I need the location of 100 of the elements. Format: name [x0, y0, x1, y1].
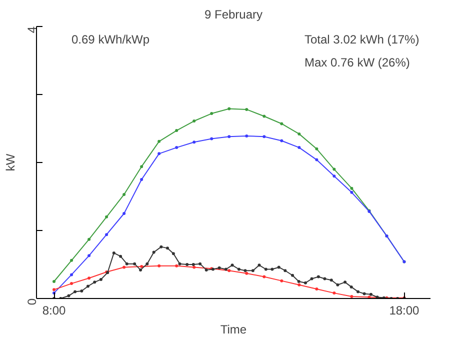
point [291, 274, 294, 277]
point [356, 290, 360, 294]
point [99, 278, 102, 281]
point [270, 268, 274, 271]
point [350, 285, 353, 288]
point [344, 280, 347, 284]
point [245, 272, 248, 275]
point [298, 132, 301, 136]
y-tick-label: 0 [25, 298, 39, 306]
point [368, 296, 371, 298]
point [105, 233, 108, 236]
point [70, 282, 74, 286]
point [251, 269, 254, 272]
point [237, 268, 240, 271]
point [86, 284, 90, 288]
point [330, 278, 333, 282]
point [332, 292, 336, 295]
point [88, 276, 91, 280]
point [140, 265, 144, 268]
point [304, 281, 307, 284]
point [122, 212, 126, 215]
annotation: 0.69 kWh/kWp [72, 32, 150, 46]
point [152, 250, 156, 254]
point [166, 246, 169, 250]
point [105, 215, 108, 218]
point [192, 263, 195, 266]
point [245, 108, 248, 111]
point [284, 269, 287, 272]
point [228, 269, 231, 272]
point [192, 266, 196, 269]
y-axis-title: kW [4, 153, 18, 172]
point [245, 134, 248, 138]
point [139, 268, 142, 272]
point [112, 251, 116, 254]
point [158, 152, 161, 156]
point [262, 135, 266, 138]
point [93, 280, 96, 284]
x-axis-title: Time [220, 322, 247, 336]
point [350, 190, 354, 194]
point [70, 258, 74, 262]
point [210, 112, 214, 116]
point [192, 120, 196, 123]
point [224, 268, 228, 271]
point [192, 140, 196, 144]
point [88, 238, 91, 241]
point [262, 275, 266, 278]
point [158, 264, 161, 268]
point [350, 186, 354, 190]
point [218, 266, 221, 270]
point [280, 122, 284, 126]
point [125, 262, 128, 266]
point [258, 264, 261, 267]
point [230, 264, 234, 267]
point [298, 146, 301, 150]
point [52, 288, 56, 292]
point [175, 129, 178, 132]
point [280, 139, 284, 142]
chart-title: 9 February [204, 8, 263, 22]
point [88, 254, 91, 258]
point [315, 147, 318, 150]
point [140, 165, 144, 168]
point [140, 178, 144, 181]
point [198, 262, 202, 266]
annotation: Total 3.02 kWh (17%) [304, 32, 420, 46]
point [316, 275, 320, 278]
point [310, 277, 314, 280]
point [204, 268, 208, 272]
point [376, 296, 379, 298]
point [369, 292, 372, 296]
point [122, 192, 126, 196]
point [67, 294, 70, 298]
point [244, 269, 247, 272]
point [332, 168, 336, 171]
point [228, 135, 231, 138]
point [315, 158, 318, 162]
point [133, 262, 136, 266]
point [158, 140, 161, 143]
point [228, 107, 231, 110]
point [350, 294, 354, 298]
point [277, 266, 280, 269]
point [210, 137, 214, 140]
point [172, 252, 175, 256]
point [74, 290, 77, 294]
y-tick-label: 4 [25, 26, 39, 34]
point [178, 262, 182, 266]
point [70, 273, 74, 276]
point [52, 292, 56, 295]
x-tick-label: 18:00 [389, 304, 420, 318]
point [336, 283, 340, 286]
point [323, 277, 326, 280]
point [175, 146, 178, 150]
point [297, 280, 300, 283]
point [298, 283, 301, 286]
point [332, 174, 336, 178]
point [186, 263, 189, 266]
point [175, 264, 178, 268]
point [262, 114, 266, 118]
point [160, 245, 163, 248]
point [146, 262, 149, 266]
point [362, 292, 366, 296]
